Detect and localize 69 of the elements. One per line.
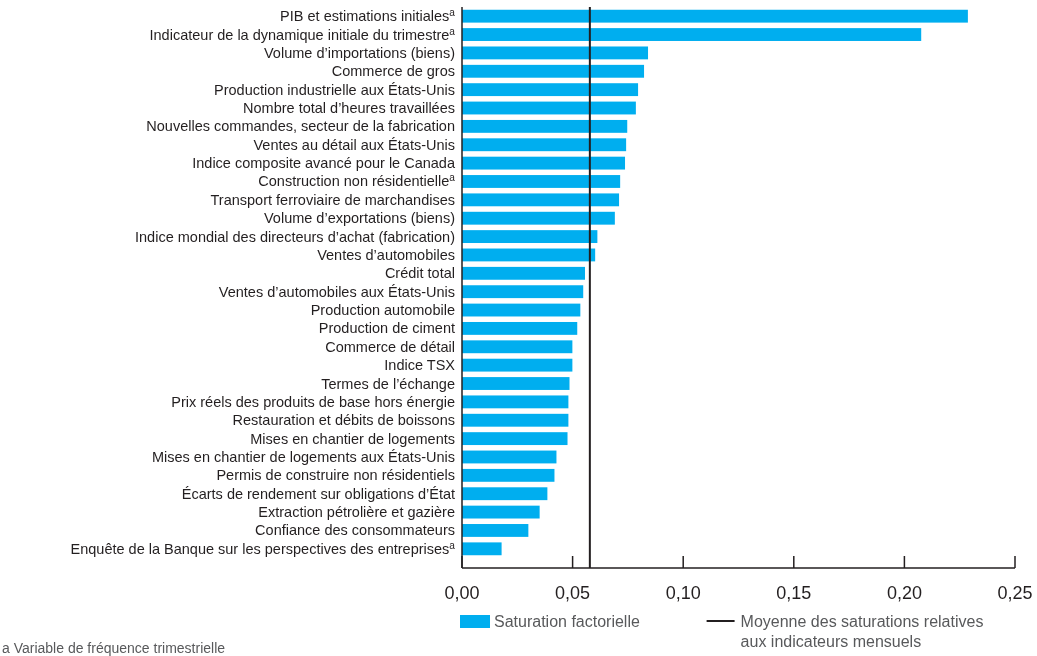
bar bbox=[462, 358, 573, 372]
bar bbox=[462, 83, 639, 97]
y-tick-label: Indicateur de la dynamique initiale du trimestre$^{a}$ bbox=[149, 25, 456, 43]
text: a Variable de fréquence trimestrielle bbox=[2, 640, 226, 656]
bar bbox=[462, 377, 570, 390]
x-tick-label: 0,10 bbox=[665, 583, 701, 603]
bar bbox=[462, 487, 548, 501]
y-tick-label: Indice mondial des directeurs d’achat (fabrication) bbox=[135, 228, 455, 245]
bar bbox=[462, 542, 502, 556]
bar bbox=[462, 9, 968, 23]
bar bbox=[462, 432, 568, 446]
bar bbox=[462, 524, 529, 537]
bar bbox=[462, 266, 585, 280]
y-tick-label: Ventes au détail aux États-Unis bbox=[253, 136, 455, 153]
y-tick-label: Restauration et débits de boissons bbox=[232, 412, 455, 429]
y-tick-label: Mises en chantier de logements aux États-Unis bbox=[151, 448, 455, 465]
bar bbox=[462, 119, 628, 133]
y-tick-label: Indice TSX bbox=[384, 357, 456, 374]
y-tick-label: Indice composite avancé pour le Canada bbox=[192, 155, 456, 172]
bar bbox=[462, 101, 636, 115]
y-tick-label: Nombre total d’heures travaillées bbox=[243, 100, 455, 117]
bar bbox=[462, 193, 620, 207]
bar bbox=[462, 248, 596, 262]
y-tick-label: Commerce de gros bbox=[331, 63, 455, 80]
y-tick-label: Écarts de rendement sur obligations d’État bbox=[181, 485, 455, 502]
bar bbox=[462, 230, 598, 244]
y-tick-label: Volume d’importations (biens) bbox=[263, 44, 455, 61]
y-tick-label: PIB et estimations initiales$^{a}$ bbox=[280, 6, 456, 25]
y-tick-label: Construction non résidentielle$^{a}$ bbox=[258, 171, 456, 190]
bar bbox=[462, 505, 540, 519]
x-tick-label: 0,25 bbox=[997, 583, 1033, 603]
legend-label: Moyenne des saturations relatives aux indicateurs mensuels bbox=[740, 613, 984, 650]
y-tick-label: Enquête de la Banque sur les perspectives des entreprises$^{a}$ bbox=[70, 539, 456, 557]
y-tick-label: Confiance des consommateurs bbox=[255, 522, 455, 539]
y-tick-label: Production de ciment bbox=[318, 320, 455, 337]
bar bbox=[462, 321, 578, 335]
y-tick-label: Production automobile bbox=[310, 302, 455, 319]
y-tick-label: Crédit total bbox=[384, 265, 455, 282]
bar bbox=[462, 64, 645, 78]
legend-label: Saturation factorielle bbox=[494, 613, 640, 630]
bar bbox=[462, 450, 557, 464]
y-tick-label: Ventes d’automobiles aux États-Unis bbox=[218, 283, 455, 300]
x-tick-label: 0,00 bbox=[444, 583, 480, 603]
bar bbox=[462, 175, 621, 188]
y-tick-label: Mises en chantier de logements bbox=[250, 430, 455, 447]
y-tick-label: Production industrielle aux États-Unis bbox=[214, 81, 455, 98]
y-tick-label: Extraction pétrolière et gazière bbox=[258, 504, 455, 521]
y-tick-label: Volume d’exportations (biens) bbox=[263, 210, 455, 227]
bar bbox=[462, 413, 569, 427]
y-tick-label: Commerce de détail bbox=[325, 338, 455, 355]
bar bbox=[462, 211, 615, 225]
bar bbox=[462, 468, 555, 482]
bar bbox=[462, 303, 581, 317]
bar bbox=[462, 156, 626, 170]
bar bbox=[462, 340, 573, 354]
bar bbox=[462, 46, 649, 60]
y-tick-label: Nouvelles commandes, secteur de la fabrication bbox=[146, 118, 455, 135]
bar bbox=[462, 395, 569, 409]
y-tick-label: Permis de construire non résidentiels bbox=[216, 467, 455, 484]
bar bbox=[462, 28, 922, 41]
x-tick-label: 0,05 bbox=[555, 583, 591, 603]
x-tick-label: 0,15 bbox=[776, 583, 812, 603]
y-tick-label: Ventes d’automobiles bbox=[317, 246, 455, 263]
y-tick-label: Termes de l’échange bbox=[321, 375, 455, 392]
bar bbox=[462, 138, 627, 152]
x-tick-label: 0,20 bbox=[886, 583, 922, 603]
y-tick-label: Prix réels des produits de base hors énergie bbox=[171, 393, 455, 410]
y-tick-label: Transport ferroviaire de marchandises bbox=[210, 191, 455, 208]
bar bbox=[462, 285, 584, 299]
